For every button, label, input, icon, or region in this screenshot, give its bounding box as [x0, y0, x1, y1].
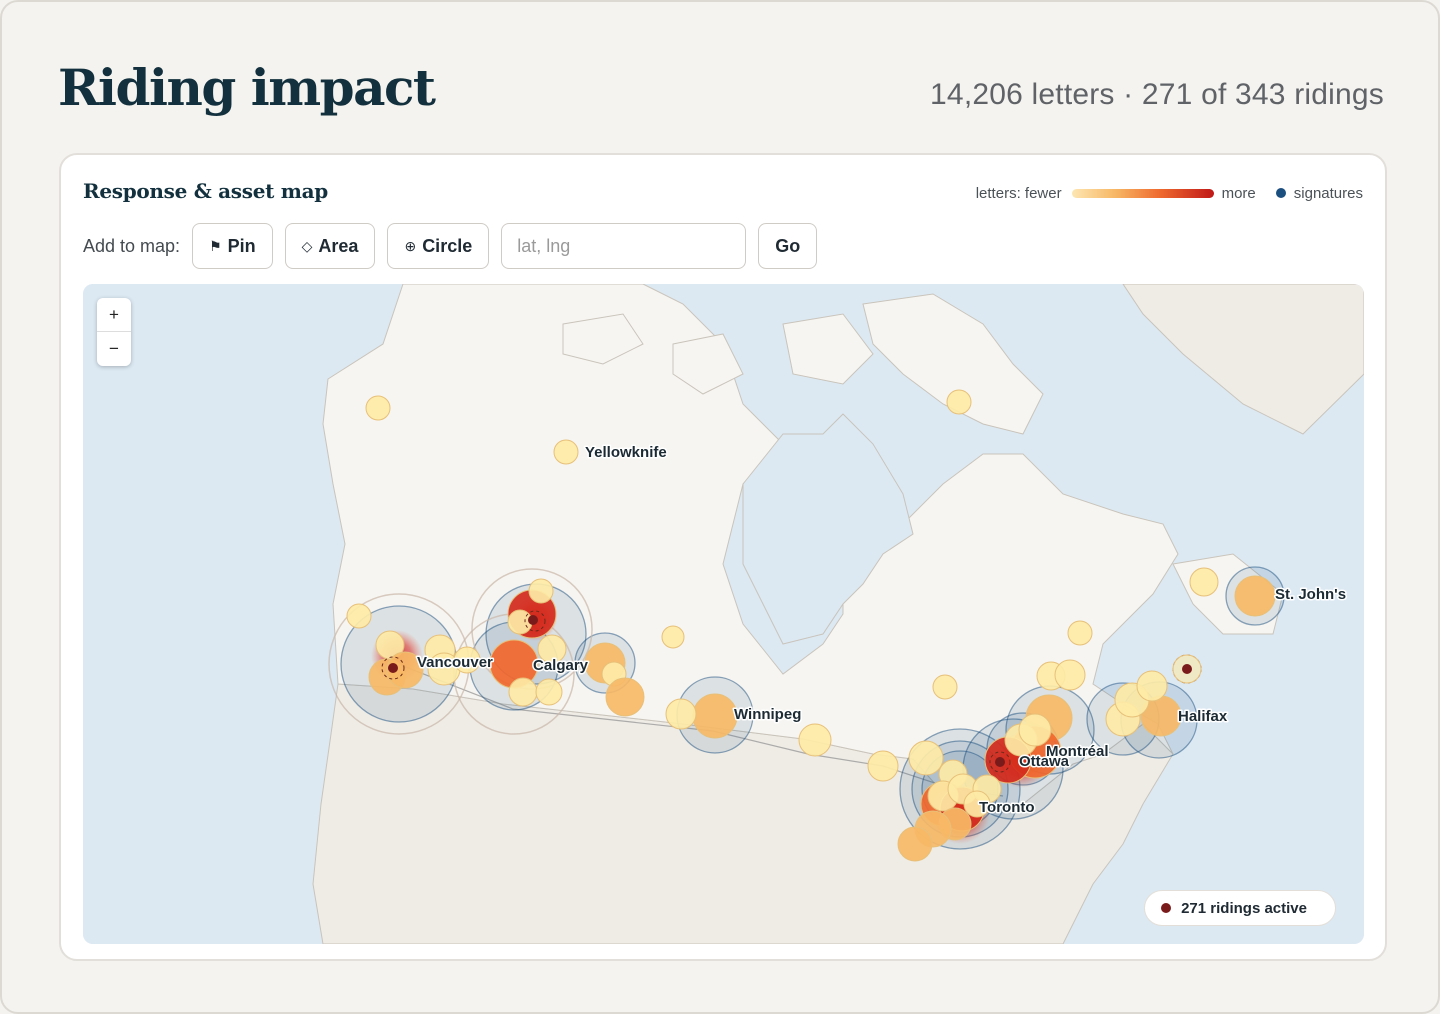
area-button[interactable]: ◇ Area	[284, 223, 376, 269]
riding-bubble-0[interactable]	[365, 395, 391, 421]
riding-bubble-6[interactable]	[1234, 575, 1276, 617]
riding-bubble-1[interactable]	[553, 439, 579, 465]
city-label-winnipeg: Winnipeg	[734, 706, 801, 723]
page-title: Riding impact	[58, 58, 436, 117]
asset-dashed-ring-1[interactable]	[524, 610, 546, 632]
greenland	[1122, 284, 1364, 435]
map-view[interactable]: Yellowknife Vancouver Calgary Winnipeg T…	[83, 284, 1364, 944]
riding-bubble-32[interactable]	[1054, 659, 1086, 691]
arctic-island-2	[672, 333, 744, 395]
circle-button[interactable]: ⊕ Circle	[387, 223, 490, 269]
go-button[interactable]: Go	[758, 223, 818, 269]
card-title: Response & asset map	[83, 179, 328, 203]
riding-bubble-17[interactable]	[537, 634, 567, 664]
asset-dashed-ring-0[interactable]	[381, 656, 405, 680]
riding-bubble-46[interactable]	[897, 826, 933, 862]
status-dot-icon	[1161, 903, 1172, 913]
city-label-ottawa: Ottawa	[1019, 753, 1070, 770]
riding-bubble-19[interactable]	[508, 677, 538, 707]
riding-bubble-20[interactable]	[535, 678, 563, 706]
riding-bubble-3[interactable]	[661, 625, 685, 649]
riding-bubble-2[interactable]	[946, 389, 972, 415]
riding-bubble-5[interactable]	[1189, 567, 1219, 597]
zoom-control: + −	[97, 298, 131, 366]
arctic-island-1	[562, 313, 644, 365]
city-label-vancouver: Vancouver	[417, 654, 493, 671]
add-to-map-toolbar: Add to map: ⚑ Pin ◇ Area ⊕ Circle Go	[83, 223, 829, 269]
riding-markers[interactable]	[328, 389, 1285, 862]
area-button-label: Area	[318, 235, 359, 256]
legend-fewer-label: letters: fewer	[975, 184, 1062, 202]
ridings-status-badge: 271 ridings active	[1144, 890, 1336, 926]
diamond-icon: ◇	[301, 237, 313, 254]
asset-pin-2[interactable]	[995, 757, 1005, 767]
riding-bubble-29[interactable]	[908, 740, 944, 776]
status-text: 271 ridings active	[1181, 899, 1307, 917]
riding-bubble-43[interactable]	[963, 790, 991, 818]
coordinates-input[interactable]	[501, 223, 747, 269]
flag-icon: ⚑	[209, 237, 222, 254]
city-label-montreal: Montréal	[1046, 743, 1109, 760]
city-label-st-johns: St. John's	[1275, 586, 1346, 603]
riding-bubble-7[interactable]	[346, 603, 372, 629]
city-label-halifax: Halifax	[1178, 708, 1228, 725]
zoom-out-button[interactable]: −	[109, 339, 119, 358]
crosshair-circle-icon: ⊕	[404, 237, 417, 254]
zoom-in-button[interactable]: +	[97, 298, 131, 332]
letters-summary: 14,206 letters · 271 of 343 ridings	[930, 78, 1384, 111]
toolbar-label: Add to map:	[83, 235, 181, 256]
pin-button-label: Pin	[227, 235, 256, 256]
riding-bubble-26[interactable]	[798, 723, 832, 757]
city-label-toronto: Toronto	[979, 799, 1035, 816]
city-label-calgary: Calgary	[533, 657, 589, 674]
riding-bubble-36[interactable]	[1018, 713, 1052, 747]
map-legend: letters: fewer more signatures	[976, 183, 1363, 203]
riding-bubble-11[interactable]	[453, 646, 481, 674]
riding-bubble-25[interactable]	[665, 698, 697, 730]
arctic-island-3	[782, 313, 874, 385]
legend-more-label: more	[1221, 184, 1256, 202]
hudson-bay	[742, 413, 914, 645]
legend-signatures-label: signatures	[1293, 184, 1363, 202]
legend-color-ramp	[1071, 188, 1214, 198]
riding-bubble-50[interactable]	[1136, 670, 1168, 702]
asset-pin-0[interactable]	[388, 663, 398, 673]
city-label-yellowknife: Yellowknife	[585, 444, 667, 461]
asset-pin-3[interactable]	[1182, 664, 1192, 674]
circle-button-label: Circle	[422, 235, 473, 256]
asset-dashed-ring-2[interactable]	[989, 751, 1011, 773]
signatures-dot-icon	[1275, 188, 1286, 198]
asset-pin-1[interactable]	[528, 615, 538, 625]
riding-bubble-23[interactable]	[605, 677, 645, 717]
baffin-island	[862, 293, 1044, 435]
map-canvas[interactable]: Yellowknife Vancouver Calgary Winnipeg T…	[83, 284, 1364, 944]
pin-button[interactable]: ⚑ Pin	[192, 223, 273, 269]
riding-bubble-16[interactable]	[528, 578, 554, 604]
riding-bubble-28[interactable]	[932, 674, 958, 700]
map-card: Response & asset map letters: fewer more…	[59, 153, 1387, 961]
riding-bubble-15[interactable]	[507, 609, 533, 635]
riding-bubble-4[interactable]	[1067, 620, 1093, 646]
riding-bubble-24[interactable]	[692, 693, 738, 739]
riding-bubble-27[interactable]	[867, 750, 899, 782]
